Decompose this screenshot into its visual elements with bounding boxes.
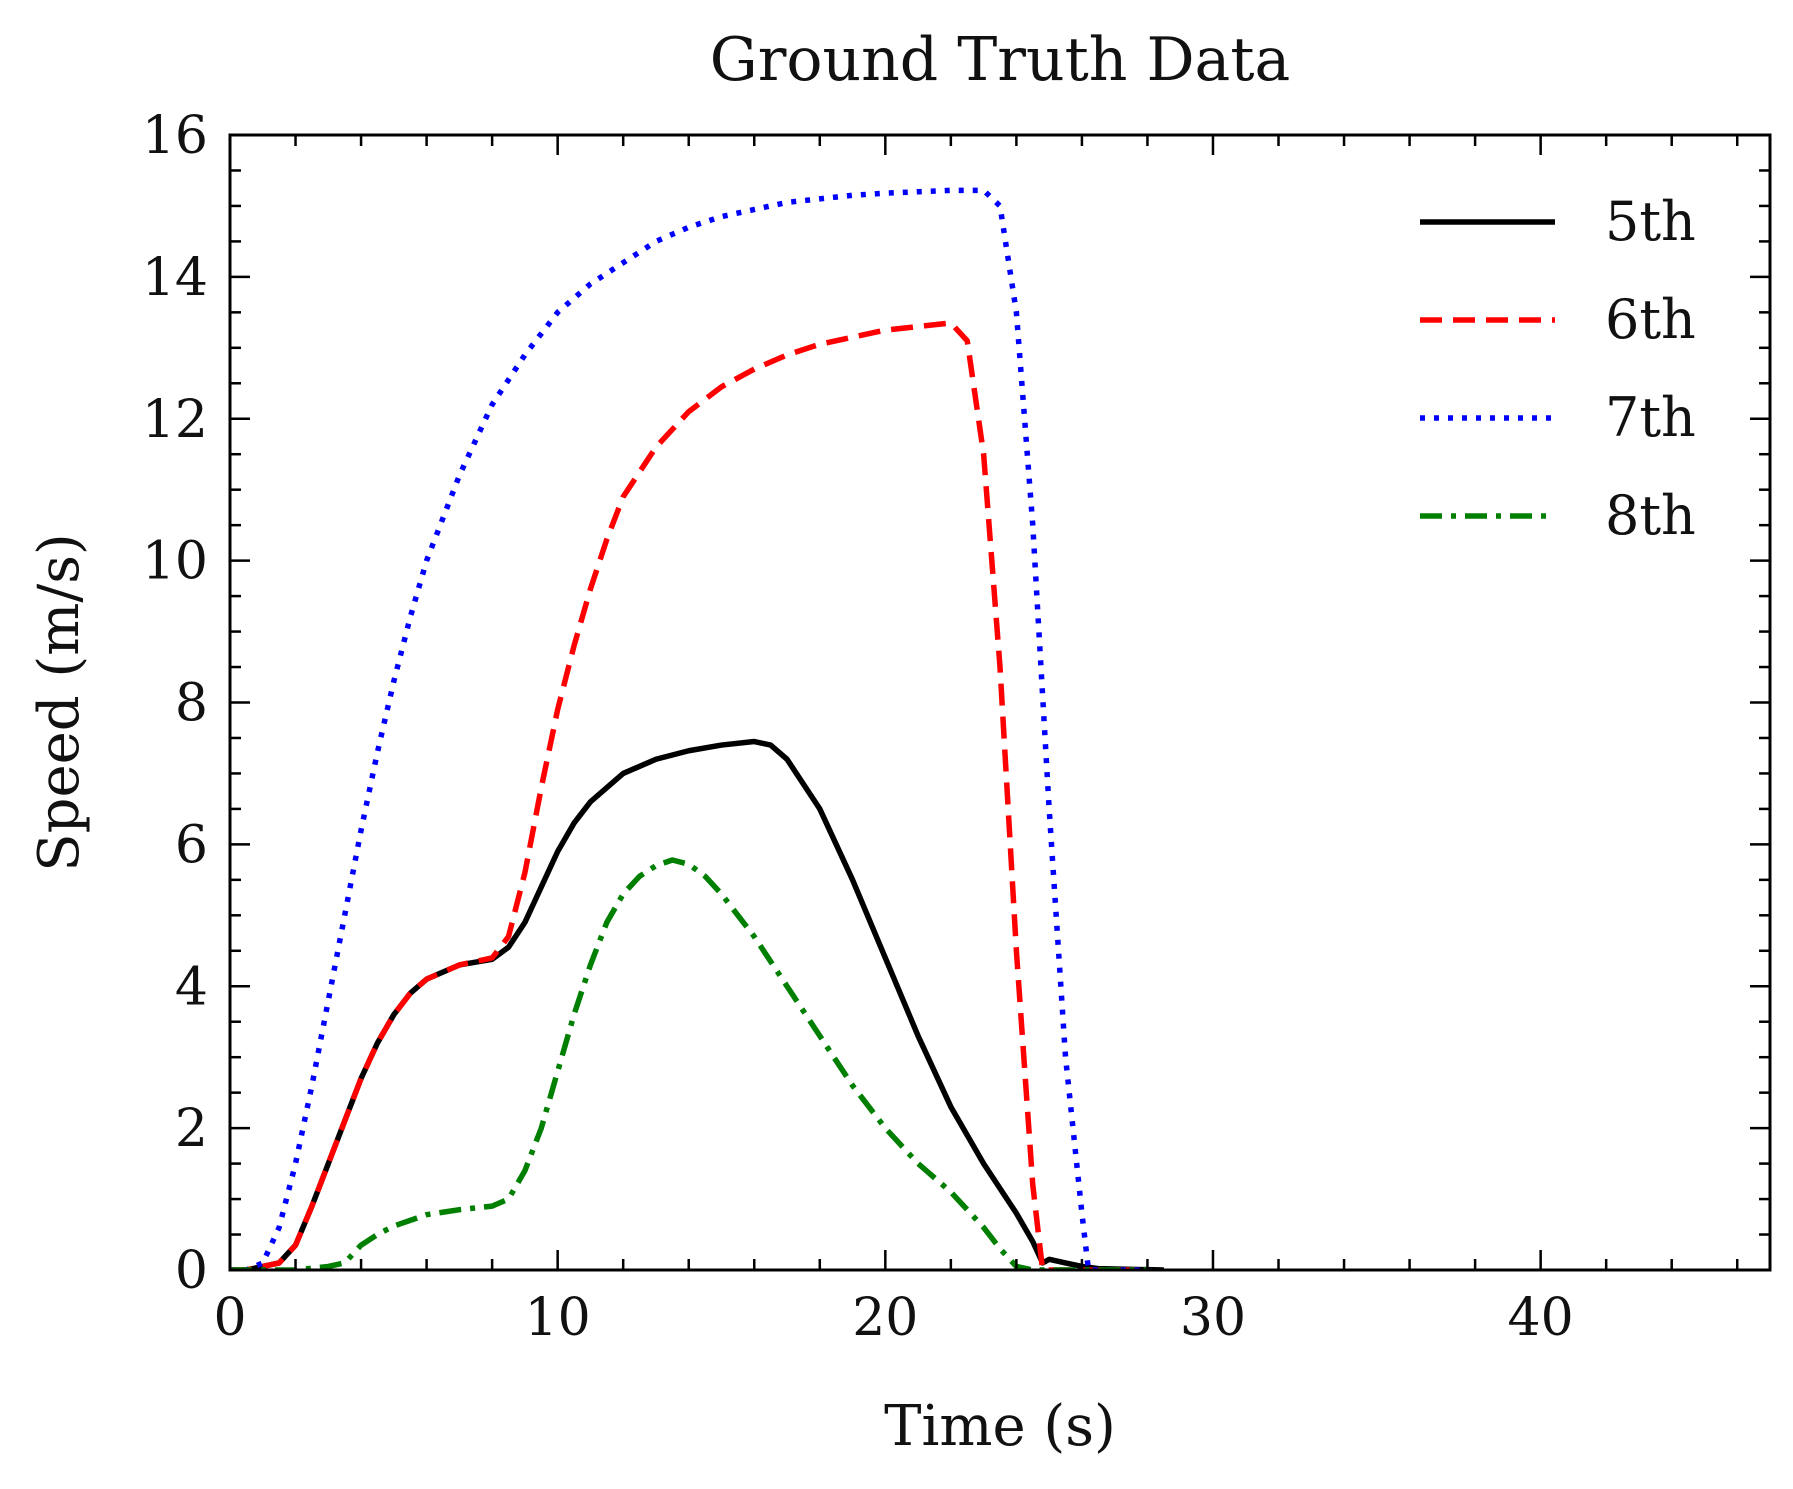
y-tick-label: 2 bbox=[175, 1099, 208, 1159]
y-tick-label: 12 bbox=[142, 390, 208, 450]
series-line-6th bbox=[230, 320, 1148, 1270]
legend-label-8th: 8th bbox=[1605, 484, 1696, 547]
y-tick-label: 10 bbox=[142, 532, 208, 592]
series-line-5th bbox=[230, 738, 1164, 1270]
legend-label-6th: 6th bbox=[1605, 288, 1696, 351]
x-tick-label: 30 bbox=[1180, 1288, 1246, 1348]
x-tick-label: 10 bbox=[525, 1288, 591, 1348]
y-tick-label: 0 bbox=[175, 1241, 208, 1301]
y-axis-label: Speed (m/s) bbox=[27, 533, 92, 872]
series-line-7th bbox=[230, 187, 1148, 1270]
y-tick-label: 16 bbox=[142, 106, 208, 166]
chart-title: Ground Truth Data bbox=[710, 25, 1290, 95]
legend-label-7th: 7th bbox=[1605, 386, 1696, 449]
legend-label-5th: 5th bbox=[1605, 190, 1696, 253]
y-tick-label: 8 bbox=[175, 674, 208, 734]
x-tick-label: 20 bbox=[852, 1288, 918, 1348]
y-tick-label: 4 bbox=[175, 957, 208, 1017]
x-axis-label: Time (s) bbox=[884, 1394, 1116, 1459]
x-tick-label: 0 bbox=[213, 1288, 246, 1348]
y-tick-label: 6 bbox=[175, 815, 208, 875]
x-tick-label: 40 bbox=[1508, 1288, 1574, 1348]
series-line-8th bbox=[230, 857, 1148, 1270]
y-tick-label: 14 bbox=[142, 248, 208, 308]
